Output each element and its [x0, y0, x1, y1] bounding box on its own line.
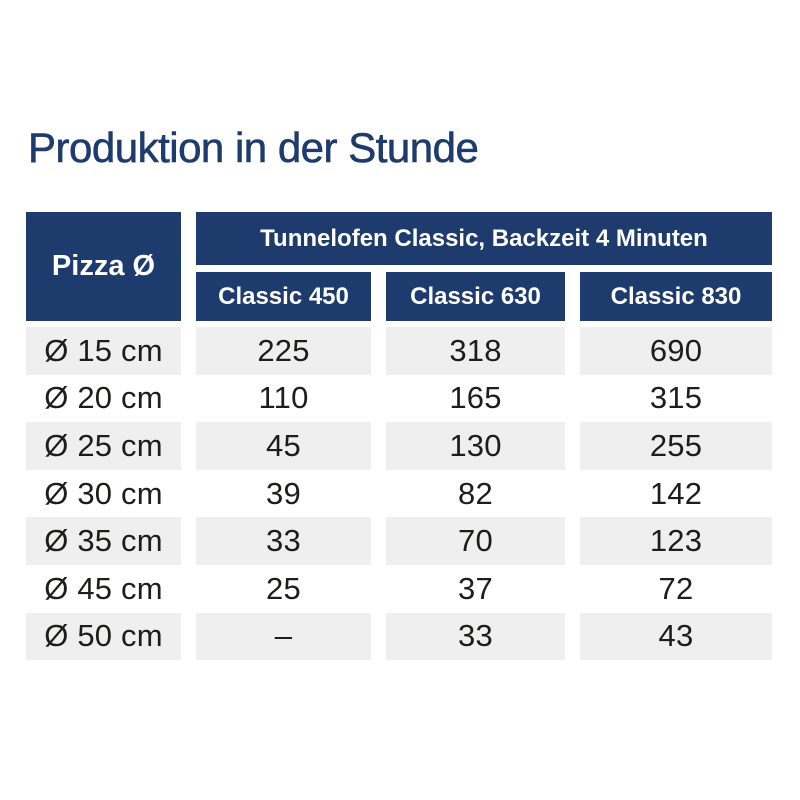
column-header-classic-450: Classic 450	[196, 272, 371, 321]
value-classic-830: 690	[580, 327, 772, 375]
table-row: Ø 50 cm – 33 43	[26, 612, 772, 661]
production-table: Pizza Ø Tunnelofen Classic, Backzeit 4 M…	[26, 212, 772, 661]
row-label-pizza-diameter: Ø 50 cm	[26, 612, 181, 661]
oven-group-header: Tunnelofen Classic, Backzeit 4 Minuten	[196, 212, 772, 265]
table-row: Ø 20 cm 110 165 315	[26, 375, 772, 423]
value-classic-630: 70	[386, 517, 565, 565]
column-header-classic-830: Classic 830	[580, 272, 772, 321]
row-label-pizza-diameter: Ø 30 cm	[44, 475, 163, 511]
value-classic-450: –	[196, 612, 371, 661]
table-row: Ø 15 cm 225 318 690	[26, 327, 772, 375]
value-classic-450: 110	[258, 380, 309, 416]
value-classic-830: 142	[649, 475, 703, 511]
table-body: Ø 15 cm 225 318 690 Ø 20 cm 110 165 315 …	[26, 327, 772, 661]
value-classic-630: 318	[386, 327, 565, 375]
value-classic-450: 225	[196, 327, 371, 375]
value-classic-450: 25	[266, 570, 301, 606]
value-classic-450: 45	[196, 422, 371, 470]
value-classic-630: 33	[386, 612, 565, 661]
value-classic-450: 33	[196, 517, 371, 565]
table-row: Ø 35 cm 33 70 123	[26, 517, 772, 565]
value-classic-630: 37	[458, 570, 493, 606]
value-classic-830: 255	[580, 422, 772, 470]
table-row: Ø 45 cm 25 37 72	[26, 565, 772, 613]
column-header-classic-630: Classic 630	[386, 272, 565, 321]
value-classic-830: 43	[580, 612, 772, 661]
table-row: Ø 30 cm 39 82 142	[26, 470, 772, 518]
value-classic-630: 130	[386, 422, 565, 470]
row-label-pizza-diameter: Ø 45 cm	[44, 570, 163, 606]
value-classic-450: 39	[266, 475, 301, 511]
value-classic-830: 123	[580, 517, 772, 565]
value-classic-830: 72	[658, 570, 694, 606]
table-row: Ø 25 cm 45 130 255	[26, 422, 772, 470]
page-title: Produktion in der Stunde	[28, 124, 479, 171]
row-label-pizza-diameter: Ø 25 cm	[26, 422, 181, 470]
table-header: Pizza Ø Tunnelofen Classic, Backzeit 4 M…	[26, 212, 772, 321]
value-classic-630: 82	[458, 475, 493, 511]
value-classic-830: 315	[649, 380, 703, 416]
pizza-diameter-header: Pizza Ø	[26, 212, 181, 321]
row-label-pizza-diameter: Ø 20 cm	[44, 380, 163, 416]
value-classic-630: 165	[449, 380, 502, 416]
row-label-pizza-diameter: Ø 35 cm	[26, 517, 181, 565]
row-label-pizza-diameter: Ø 15 cm	[26, 327, 181, 375]
